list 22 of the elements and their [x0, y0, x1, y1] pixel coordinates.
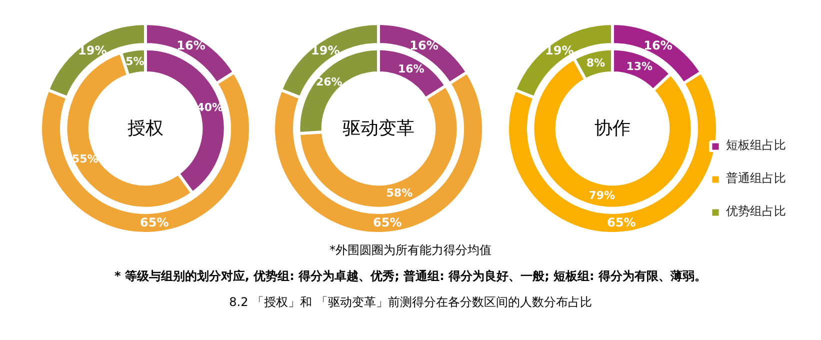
data-label: 8% — [586, 56, 606, 70]
text: * 等级与组别的划分对应, 优势组: 得分为卓越、优秀; 普通组: 得分为良好、一般; 短板组: 得分为有限、薄弱。 — [114, 268, 707, 285]
data-label: 65% — [607, 216, 636, 230]
data-label: 65% — [373, 216, 402, 230]
text: 协作 — [594, 118, 630, 139]
legend-label: 优势组占比 — [726, 203, 786, 220]
text: *外围圆圈为所有能力得分均值 — [330, 242, 492, 259]
data-label: 16% — [410, 38, 438, 53]
legend-label: 普通组占比 — [726, 170, 786, 187]
data-label: 58% — [386, 186, 413, 200]
data-label: 65% — [140, 216, 169, 230]
text: 8.2 「授权」和 「驱动变革」前测得分在各分数区间的人数分布占比 — [229, 294, 592, 311]
data-label: 16% — [176, 38, 206, 53]
data-label: 5% — [126, 55, 144, 68]
text: 驱动变革 — [342, 118, 414, 139]
text: 授权 — [128, 118, 164, 139]
data-label: 79% — [588, 188, 616, 202]
data-label: 16% — [644, 38, 672, 53]
data-label: 13% — [626, 60, 653, 73]
data-label: 16% — [398, 62, 424, 76]
legend-label: 短板组占比 — [726, 137, 786, 154]
data-label: 26% — [316, 76, 342, 89]
